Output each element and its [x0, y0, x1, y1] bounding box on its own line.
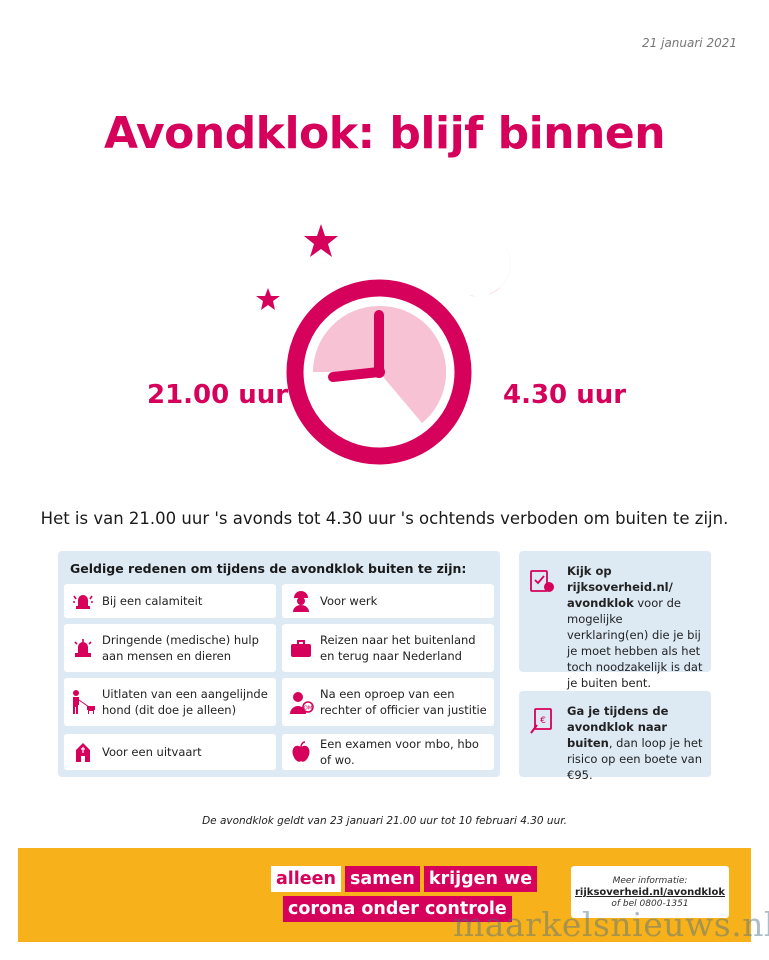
campaign-banner: alleen samen krijgen we corona onder con… [18, 848, 751, 942]
info-box-bold: Kijk op rijksoverheid.nl/ avondklok [567, 564, 673, 610]
svg-text:€: € [540, 716, 546, 726]
reason-item: Dringende (medische) hulp aan mensen en … [64, 624, 276, 672]
reason-text: Bij een calamiteit [102, 594, 203, 608]
judge-icon: OM [282, 690, 320, 714]
clock-icon [256, 224, 511, 465]
dog-walk-icon [64, 690, 102, 714]
apple-icon [282, 741, 320, 763]
clock-illustration: 21.00 uur 4.30 uur [0, 220, 769, 490]
moon-icon [463, 234, 511, 297]
reason-item: Voor een uitvaart [64, 734, 276, 770]
slogan-word: corona onder controle [283, 896, 512, 922]
siren-icon [64, 638, 102, 658]
more-info-link[interactable]: rijksoverheid.nl/avondklok [575, 887, 725, 898]
info-box-declaration: Kijk op rijksoverheid.nl/ avondklok voor… [519, 551, 711, 690]
reason-item: Reizen naar het buitenland en terug naar… [282, 624, 494, 672]
chapel-icon [64, 742, 102, 762]
clock-end-time: 4.30 uur [503, 380, 627, 410]
curfew-period-note: De avondklok geldt van 23 januari 21.00 … [202, 815, 567, 827]
star-icon [304, 224, 338, 257]
reason-text: Voor werk [320, 594, 378, 608]
info-box-bold: Ga je tijdens de avondklok naar buiten [567, 704, 669, 750]
page-title: Avondklok: blijf binnen [103, 108, 666, 159]
reason-item: Bij een calamiteit [64, 584, 276, 618]
reason-text: Reizen naar het buitenland en terug naar… [320, 633, 476, 663]
reason-text: Uitlaten van een aangelijnde hond (dit d… [102, 687, 268, 717]
reason-text: Voor een uitvaart [102, 745, 202, 759]
reason-text: Na een oproep van een rechter of officie… [320, 687, 487, 717]
more-info-label: Meer informatie: [612, 876, 688, 886]
more-info-box: Meer informatie: rijksoverheid.nl/avondk… [571, 866, 729, 918]
curfew-statement: Het is van 21.00 uur 's avonds tot 4.30 … [40, 509, 729, 528]
reason-text: Een examen voor mbo, hbo of wo. [320, 737, 479, 767]
reason-text: Dringende (medische) hulp aan mensen en … [102, 633, 259, 663]
slogan-word: samen [345, 866, 420, 892]
slogan-word: alleen [271, 866, 342, 892]
star-icon [256, 288, 280, 310]
info-box-text: , dan loop je het risico op een boete va… [567, 736, 703, 782]
reason-item: Uitlaten van een aangelijnde hond (dit d… [64, 678, 276, 726]
reason-item: Voor werk [282, 584, 494, 618]
clock-start-time: 21.00 uur [147, 380, 289, 410]
reason-item: OM Na een oproep van een rechter of offi… [282, 678, 494, 726]
suitcase-icon [282, 639, 320, 657]
campaign-slogan: alleen samen krijgen we corona onder con… [271, 866, 538, 926]
valid-reasons-panel: Geldige redenen om tijdens de avondklok … [58, 551, 500, 777]
svg-text:OM: OM [303, 706, 312, 712]
worker-icon [282, 590, 320, 612]
valid-reasons-title: Geldige redenen om tijdens de avondklok … [70, 561, 467, 576]
document-check-icon [529, 567, 555, 599]
slogan-word: krijgen we [423, 866, 538, 892]
date-label: 21 januari 2021 [642, 36, 737, 50]
info-box-text: voor de mogelijke verklaring(en) die je … [567, 596, 703, 690]
fine-icon: € [529, 707, 555, 739]
reason-item: Een examen voor mbo, hbo of wo. [282, 734, 494, 770]
more-info-phone: of bel 0800-1351 [611, 899, 689, 909]
watermark: maarkelsnieuws.nl [453, 905, 769, 944]
info-box-fine: € Ga je tijdens de avondklok naar buiten… [519, 691, 711, 782]
alarm-icon [64, 592, 102, 610]
